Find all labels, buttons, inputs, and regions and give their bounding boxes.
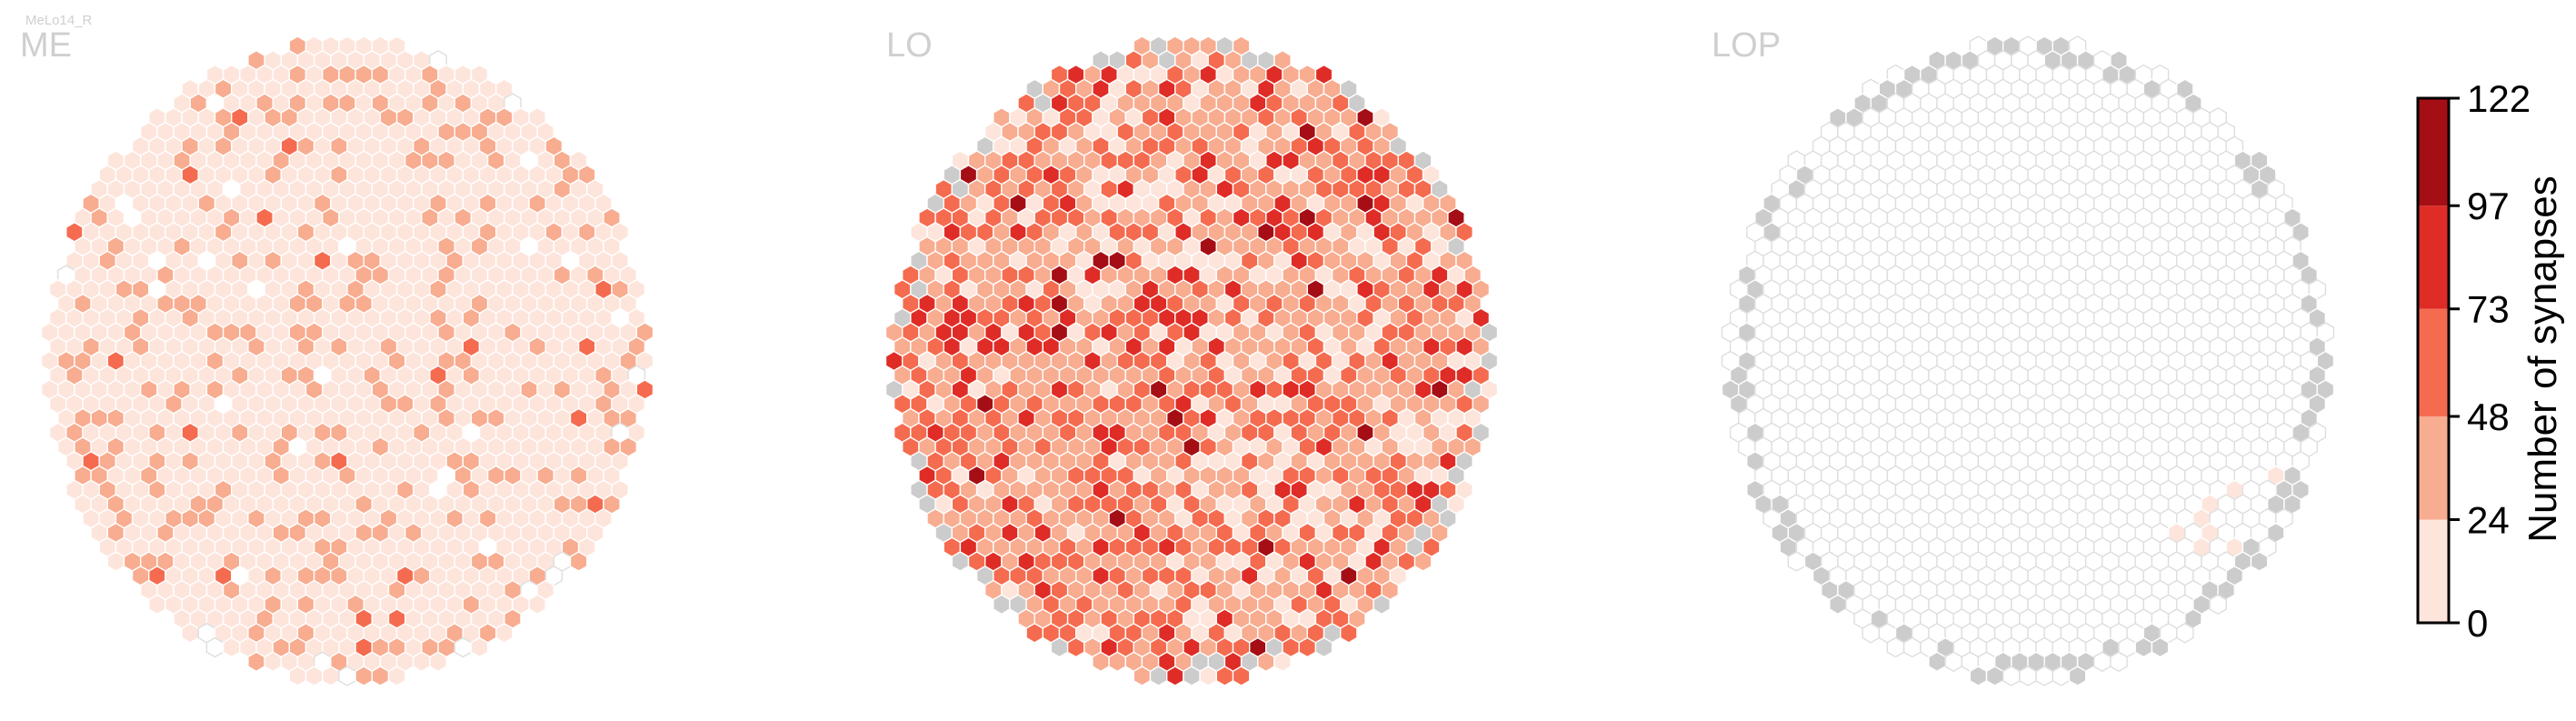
colorbar-frame <box>2416 96 2451 625</box>
colorbar-bin <box>2418 205 2449 309</box>
hex-cell <box>181 622 199 644</box>
hex-cell <box>387 666 406 686</box>
hex-cell <box>429 651 447 673</box>
colorbar-tick-label: 73 <box>2467 288 2510 331</box>
hex-cell <box>2093 651 2112 673</box>
hex-cell <box>305 666 324 686</box>
hex-cell <box>2134 636 2153 658</box>
hex-cell <box>288 666 307 686</box>
hex-cell <box>2110 651 2128 673</box>
hex-cell <box>569 551 588 572</box>
hex-cell <box>1829 594 1847 616</box>
hex-cell <box>1340 622 1358 644</box>
colorbar-bin <box>2418 519 2449 623</box>
hex-cell <box>222 636 241 658</box>
hex-cell <box>2250 551 2269 572</box>
colorbar-bin <box>2418 98 2449 206</box>
hex-map-lo <box>884 35 1499 686</box>
hex-cell <box>2068 666 2087 686</box>
hex-cell <box>338 666 356 686</box>
hex-cell <box>354 666 373 686</box>
hex-cell <box>993 594 1011 616</box>
hex-cell <box>1050 636 1069 658</box>
hex-cell <box>528 594 546 616</box>
hex-cell <box>1108 651 1126 673</box>
hex-cell <box>1133 666 1152 686</box>
hex-cell <box>205 636 225 658</box>
colorbar-bin <box>2418 308 2449 416</box>
hex-cell <box>1166 666 1184 686</box>
colorbar-tick-label: 122 <box>2467 77 2531 120</box>
hex-cell <box>148 594 166 616</box>
hex-cell <box>371 666 390 686</box>
hex-cell <box>1902 636 1922 658</box>
hex-cell <box>1886 636 1905 658</box>
hex-map-lop <box>1721 35 2335 686</box>
hex-map-me <box>40 35 654 686</box>
hex-cell <box>2035 666 2053 686</box>
hex-cell <box>1298 636 1317 658</box>
hex-cell <box>1969 666 1988 686</box>
hex-cell <box>247 651 265 673</box>
hex-cell <box>470 636 489 658</box>
hex-cell <box>2052 666 2071 686</box>
hex-cell <box>1273 651 1292 673</box>
colorbar-bin <box>2418 416 2449 520</box>
hex-cell <box>1092 651 1110 673</box>
hex-cell <box>2002 666 2021 686</box>
colorbar-tick-label: 48 <box>2467 396 2510 438</box>
hex-cell <box>322 666 340 686</box>
hex-cell <box>264 651 282 673</box>
hex-cell <box>1787 551 1806 572</box>
hex-cell <box>1066 636 1085 658</box>
hex-cell <box>495 622 514 644</box>
hex-cell <box>106 551 125 572</box>
panel-title-lo: LO <box>886 26 933 65</box>
colorbar-tick-label: 0 <box>2467 602 2488 645</box>
hex-cell <box>2019 666 2037 686</box>
hex-cell <box>1215 666 1234 686</box>
hex-cell <box>1183 666 1201 686</box>
hex-cell <box>1944 651 1962 673</box>
hex-cell <box>2151 636 2170 658</box>
hex-cell <box>1373 594 1391 616</box>
hex-cell <box>2209 594 2227 616</box>
hex-cell <box>1025 622 1043 644</box>
hex-cell <box>1149 666 1168 686</box>
hex-cell <box>1314 636 1333 658</box>
hex-cell <box>1257 651 1275 673</box>
hex-cell <box>1928 651 1946 673</box>
hex-cell <box>1862 622 1880 644</box>
hex-cell <box>951 551 970 572</box>
hex-cell <box>1232 666 1251 686</box>
hex-cell <box>1413 551 1433 572</box>
hex-cell <box>2176 622 2194 644</box>
panel-title-lop: LOP <box>1712 26 1781 65</box>
colorbar-tick-label: 24 <box>2467 498 2510 541</box>
hex-cell <box>454 636 473 658</box>
colorbar: 0 24 48 73 97 122 <box>2416 77 2531 645</box>
cell-type-label: MeLo14_R <box>25 13 93 28</box>
hex-cell <box>1985 666 2004 686</box>
hex-cell <box>413 651 431 673</box>
colorbar-tick-label: 97 <box>2467 185 2510 227</box>
colorbar-label: Number of synapses <box>2521 175 2565 543</box>
panel-title-me: ME <box>20 26 72 65</box>
hex-cell <box>1199 666 1217 686</box>
